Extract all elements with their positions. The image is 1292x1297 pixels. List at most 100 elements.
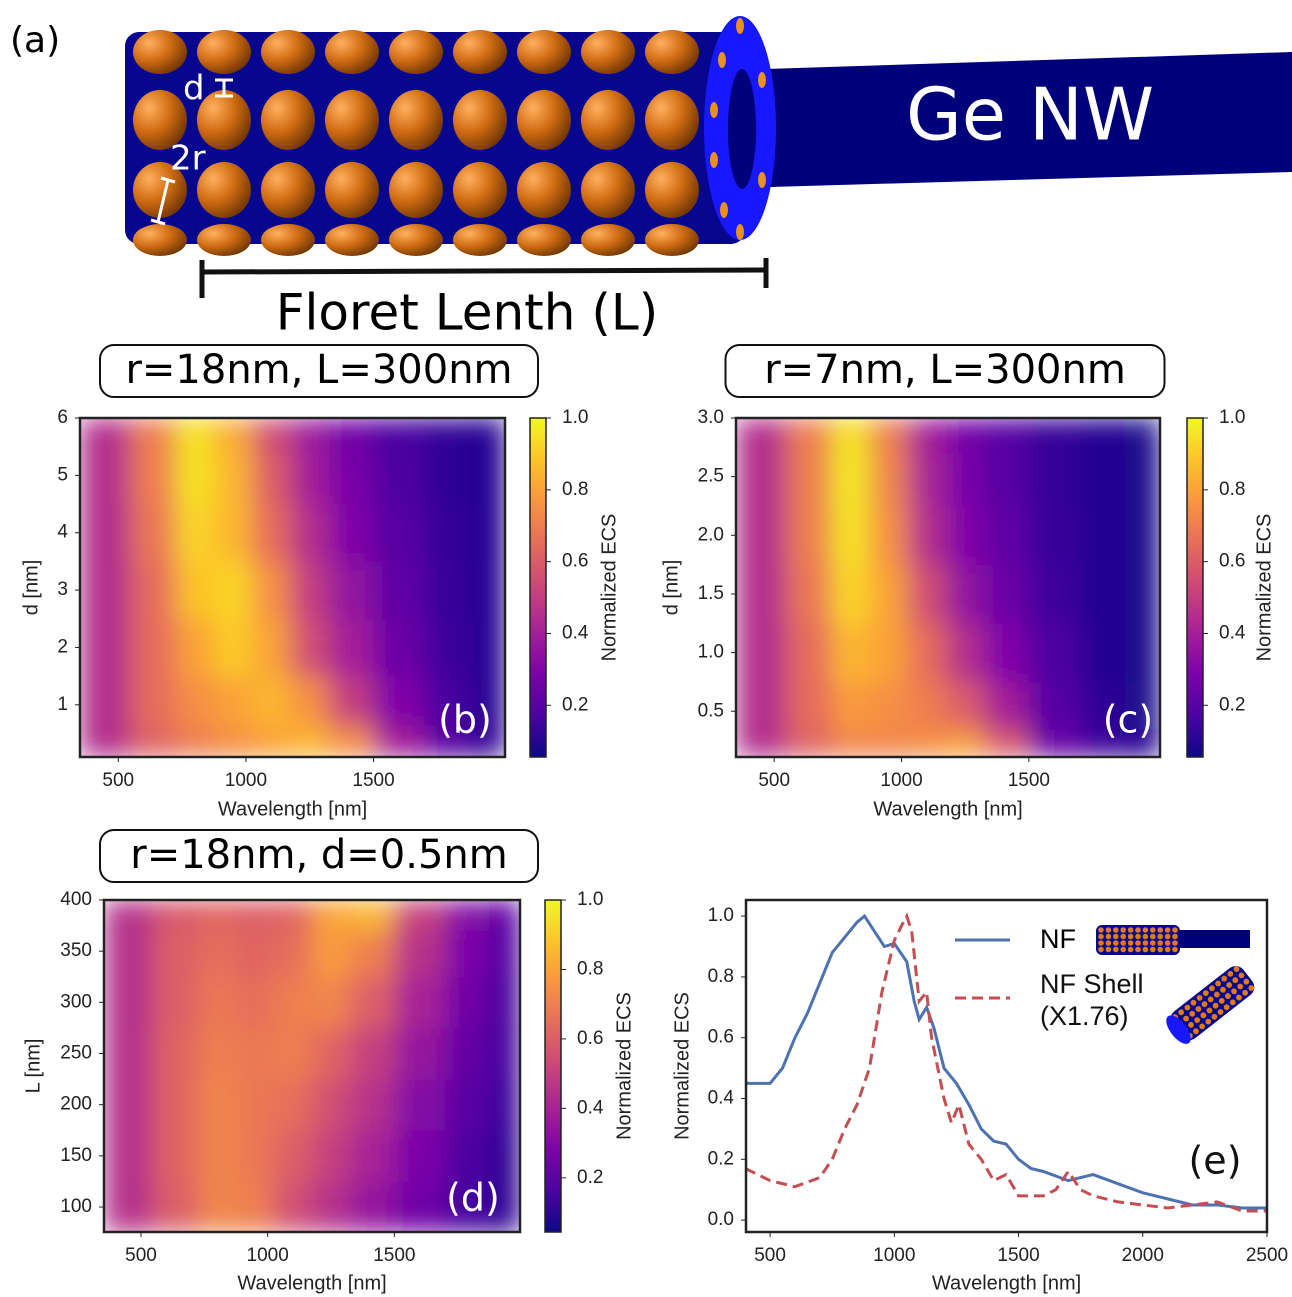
heatmap-cell: [252, 504, 292, 562]
legend-icon-dot: [1201, 1001, 1208, 1008]
heatmap-cell: [489, 930, 520, 978]
heatmap-cell: [469, 418, 505, 453]
heatmap-cell: [907, 681, 947, 730]
legend-icon-dot: [1135, 940, 1141, 946]
nanoparticle: [133, 162, 187, 218]
heatmap-cell: [1028, 681, 1081, 730]
heatmap-cell: [424, 724, 470, 757]
legend-icon-dot: [1098, 940, 1104, 946]
heatmap-cell: [175, 504, 215, 562]
y-tick-label: 350: [60, 940, 92, 961]
heatmap-cell: [445, 1181, 490, 1232]
y-tick-label: 2.5: [698, 466, 724, 487]
heatmap-cell: [1124, 728, 1160, 757]
legend-icon-dot: [1194, 1017, 1201, 1023]
plot-frame: [744, 898, 1269, 1234]
heatmap-cell: [328, 618, 375, 677]
heatmap-cell: [907, 505, 947, 566]
heatmap-cell: [424, 618, 470, 677]
heatmap-cells: [736, 418, 1160, 757]
x-tick-label: 500: [125, 1245, 157, 1266]
heatmap-cell: [869, 418, 909, 454]
heatmap-cell: [907, 728, 947, 757]
colorbar-label: Normalized ECS: [613, 992, 635, 1140]
series-line: [746, 912, 1267, 1213]
legend-icon-shell: [1166, 966, 1255, 1044]
heatmap-cell: [1079, 453, 1125, 507]
y-tick-label: 3.0: [698, 407, 724, 428]
chart-title: r=18nm, d=0.5nm: [130, 832, 507, 878]
legend-icon-dot: [1127, 946, 1134, 953]
y-tick-label: 200: [60, 1094, 92, 1115]
heatmap-cell: [104, 1130, 155, 1182]
lines: [746, 912, 1267, 1213]
nanofloret-diagram: (a) d 2r Ge NW Floret Lenth (L): [10, 16, 1292, 342]
heatmap-cell: [1028, 728, 1081, 757]
title-box: [724, 344, 1166, 398]
nanoparticle-cut: [736, 224, 744, 240]
heatmap-cell: [273, 1130, 313, 1182]
heatmap-cell: [469, 676, 505, 726]
heatmap-cell: [736, 623, 788, 683]
y-tick-label: 3: [57, 579, 68, 600]
legend-icon-dot: [1150, 933, 1156, 940]
heatmap-cell: [328, 452, 375, 505]
legend-icon-shell-body: [1170, 966, 1255, 1041]
heatmap-cells: [80, 418, 505, 757]
legend-icon-dot: [1188, 1021, 1194, 1028]
heatmap-cell: [831, 418, 871, 454]
heatmap-cell: [1124, 564, 1160, 624]
heatmap-cell: [469, 504, 505, 562]
heatmap-cell: [1124, 623, 1160, 683]
nanoparticle-cut: [718, 52, 726, 68]
legend-icon-dot: [1242, 989, 1249, 996]
heatmap-cell: [373, 561, 426, 620]
colorbar-tick-label: 1.0: [562, 407, 588, 428]
heatmap-cell: [197, 1130, 237, 1182]
heatmap-cell: [131, 561, 177, 620]
legend-icon-dot: [1211, 1013, 1218, 1020]
legend-icon-dot: [1105, 940, 1112, 946]
x-axis-label: Wavelength [nm]: [218, 798, 367, 820]
heatmap-cell: [1079, 623, 1125, 683]
heatmap-cell: [153, 1079, 199, 1131]
length-bar: [201, 267, 767, 275]
nanoparticle: [133, 30, 187, 74]
heatmap-cell: [373, 676, 426, 726]
d-bar: [215, 78, 233, 98]
nanoparticle: [325, 162, 379, 218]
heatmap-cell: [273, 976, 313, 1029]
legend-icon-dot: [1190, 999, 1197, 1006]
chart-title: r=7nm, L=300nm: [764, 347, 1126, 393]
heatmap-cell: [907, 564, 947, 624]
legend-icon-dot: [1135, 927, 1141, 933]
nanoparticle: [453, 224, 507, 256]
heatmap-cell: [104, 930, 155, 978]
legend-icon-dot: [1164, 940, 1171, 946]
panel-label: (c): [1103, 698, 1154, 742]
heatmap-cell: [328, 724, 375, 757]
heatmap-cell: [394, 976, 446, 1029]
nanoparticle: [325, 224, 379, 256]
y-tick-label: 4: [57, 522, 68, 543]
heatmap-cell: [252, 618, 292, 677]
nanoparticle: [261, 224, 315, 256]
heatmap-cell: [153, 900, 199, 932]
heatmap-cell: [786, 505, 832, 566]
heatmap-cell: [946, 505, 985, 566]
y-tick-label: 0.2: [708, 1148, 734, 1169]
legend-icon-dot: [1212, 1002, 1219, 1009]
legend-icon-dot: [1183, 1015, 1190, 1022]
y-axis-label: L [nm]: [22, 1039, 44, 1094]
heatmap-cell: [131, 418, 177, 453]
legend-icon-dot: [1120, 933, 1126, 940]
heatmap-cell: [1079, 505, 1125, 566]
legend-label: NF: [1040, 924, 1076, 954]
heatmap: [104, 900, 520, 1232]
heatmap-cell: [831, 453, 871, 507]
y-axis-label: d [nm]: [660, 560, 682, 616]
heatmap-cell: [1124, 453, 1160, 507]
legend-icon-dot: [1236, 994, 1242, 1001]
legend-icon-dot: [1221, 975, 1228, 982]
